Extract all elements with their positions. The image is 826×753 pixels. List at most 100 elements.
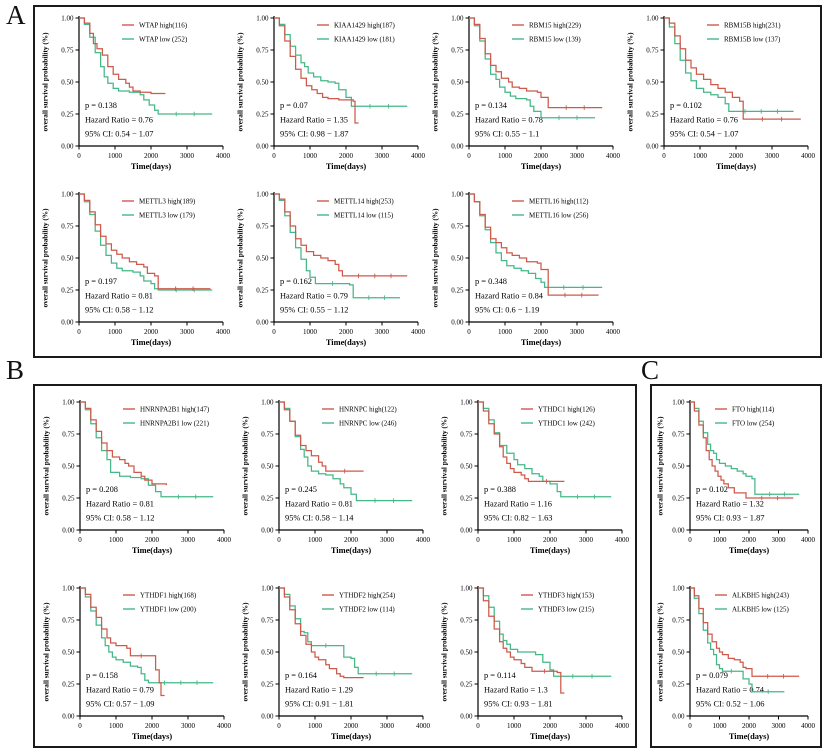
- legend-low-label: YTHDF3 low (215): [538, 606, 595, 614]
- x-axis-title: Time(days): [729, 732, 770, 741]
- x-tick-label: 0: [277, 536, 281, 544]
- p-value: p = 0.197: [85, 277, 117, 286]
- confidence-interval: 95% CI: 0.93 − 1.87: [696, 513, 764, 522]
- y-tick-label: 0.00: [261, 712, 274, 720]
- x-tick-label: 2000: [729, 152, 744, 160]
- x-tick-label: 1000: [693, 152, 708, 160]
- x-axis-title: Time(days): [326, 162, 367, 171]
- legend-low-label: KIAA1429 low (181): [334, 36, 395, 44]
- y-tick-label: 0.00: [63, 712, 76, 720]
- y-axis-title: overall survival probability (%): [42, 416, 51, 516]
- y-tick-label: 0.25: [63, 680, 76, 688]
- y-tick-label: 1.00: [256, 190, 269, 198]
- y-tick-label: 0.25: [672, 680, 685, 688]
- YTHDF2-high-curve: [278, 587, 364, 679]
- YTHDF1-high-curve: [80, 587, 165, 697]
- x-axis-title: Time(days): [529, 546, 570, 555]
- x-tick-label: 1000: [308, 536, 323, 544]
- x-tick-label: 1000: [303, 152, 318, 160]
- x-tick-label: 2000: [145, 536, 160, 544]
- x-tick-label: 0: [79, 536, 83, 544]
- y-axis-title: overall survival probability (%): [240, 416, 249, 516]
- y-tick-label: 0.25: [460, 494, 473, 502]
- confidence-interval: 95% CI: 0.58 − 1.14: [285, 513, 354, 522]
- y-tick-label: 0.25: [61, 286, 74, 294]
- x-tick-label: 4000: [416, 722, 431, 730]
- x-tick-label: 3000: [772, 536, 787, 544]
- legend-low-label: YTHDF1 low (200): [140, 606, 197, 614]
- legend-low-label: ALKBH5 low (125): [732, 606, 789, 614]
- x-tick-label: 3000: [579, 722, 594, 730]
- y-tick-label: 0.50: [460, 648, 473, 656]
- METTL16-high-curve: [469, 193, 599, 296]
- confidence-interval: 95% CI: 0.98 − 1.87: [280, 129, 348, 138]
- y-tick-label: 1.00: [261, 398, 274, 406]
- panel-a-box: 1.00 0.75 0.50 0.25 0.00 0 1000 2000 3000 4000 Tim…: [33, 5, 822, 358]
- x-tick-label: 3000: [570, 152, 585, 160]
- x-tick-label: 0: [79, 722, 83, 730]
- RBM15-low-curve: [469, 17, 596, 119]
- legend-high-label: KIAA1429 high(187): [334, 22, 396, 30]
- x-tick-label: 2000: [344, 536, 359, 544]
- km-plot-ALKBH5: 1.00 0.75 0.50 0.25 0.000 1000 2000 3000 4000 Tim…: [656, 584, 816, 741]
- y-axis-title: overall survival probability (%): [42, 602, 51, 702]
- x-tick-label: 1000: [108, 152, 123, 160]
- x-tick-label: 3000: [180, 328, 195, 336]
- y-tick-label: 0.50: [63, 648, 76, 656]
- p-value: p = 0.134: [475, 101, 508, 110]
- y-axis-title: overall survival probability (%): [235, 208, 244, 308]
- y-tick-label: 0.25: [451, 110, 464, 118]
- y-tick-label: 0.25: [61, 110, 74, 118]
- x-tick-label: 4000: [216, 152, 231, 160]
- km-plot-WTAP: 1.00 0.75 0.50 0.25 0.000 1000 2000 3000 4000 Tim…: [40, 14, 231, 171]
- legend-high-label: ALKBH5 high(243): [732, 592, 790, 600]
- x-tick-label: 1000: [498, 152, 513, 160]
- hazard-ratio: Hazard Ratio = 1.3: [484, 685, 548, 694]
- legend-low-label: YTHDC1 low (242): [538, 420, 595, 428]
- hazard-ratio: Hazard Ratio = 0.81: [85, 291, 153, 300]
- y-tick-label: 1.00: [61, 190, 74, 198]
- y-tick-label: 0.50: [460, 462, 473, 470]
- y-tick-label: 0.50: [647, 78, 660, 86]
- KIAA1429-low-curve: [273, 17, 408, 107]
- x-tick-label: 2000: [339, 152, 354, 160]
- panel-a-grid: 1.00 0.75 0.50 0.25 0.00 0 1000 2000 3000 4000 Tim…: [35, 7, 820, 359]
- x-axis-title: Time(days): [130, 162, 171, 171]
- y-tick-label: 0.50: [672, 462, 685, 470]
- legend-high-label: WTAP high(116): [139, 22, 188, 30]
- legend-high-label: YTHDF3 high(153): [538, 592, 595, 600]
- y-tick-label: 0.75: [61, 46, 74, 54]
- y-tick-label: 0.75: [63, 616, 76, 624]
- y-tick-label: 0.75: [460, 616, 473, 624]
- x-tick-label: 3000: [380, 722, 395, 730]
- y-tick-label: 1.00: [451, 190, 464, 198]
- km-plot-FTO: 1.00 0.75 0.50 0.25 0.000 1000 2000 3000 4000 Tim…: [656, 398, 816, 555]
- x-tick-label: 2000: [339, 328, 354, 336]
- x-axis-title: Time(days): [331, 546, 372, 555]
- km-plot-HNRNPC: 1.00 0.75 0.50 0.25 0.000 1000 2000 3000 4000 Tim…: [240, 398, 430, 555]
- p-value: p = 0.208: [86, 485, 118, 494]
- x-tick-label: 3000: [180, 152, 195, 160]
- YTHDF2-low-curve: [278, 587, 413, 675]
- x-tick-label: 1000: [498, 328, 513, 336]
- km-plot-METTL14: 1.00 0.75 0.50 0.25 0.000 1000 2000 3000 4000 Tim…: [235, 190, 425, 347]
- y-tick-label: 0.00: [61, 142, 74, 150]
- y-tick-label: 0.50: [451, 254, 464, 262]
- HNRNPA2B1-high-curve: [80, 401, 168, 486]
- y-tick-label: 0.75: [451, 46, 464, 54]
- confidence-interval: 95% CI: 0.93 − 1.81: [484, 699, 552, 708]
- x-tick-label: 1000: [713, 536, 728, 544]
- x-axis-title: Time(days): [729, 546, 770, 555]
- confidence-interval: 95% CI: 0.55 − 1.1: [475, 129, 539, 138]
- x-tick-label: 4000: [615, 536, 630, 544]
- y-tick-label: 0.75: [256, 222, 269, 230]
- legend-low-label: HNRNPC low (246): [339, 420, 397, 428]
- x-tick-label: 1000: [303, 328, 318, 336]
- y-tick-label: 1.00: [647, 14, 660, 22]
- y-tick-label: 0.50: [261, 648, 274, 656]
- x-tick-label: 3000: [579, 536, 594, 544]
- legend-high-label: METTL3 high(189): [139, 198, 196, 206]
- x-tick-label: 1000: [507, 536, 522, 544]
- x-tick-label: 2000: [742, 536, 757, 544]
